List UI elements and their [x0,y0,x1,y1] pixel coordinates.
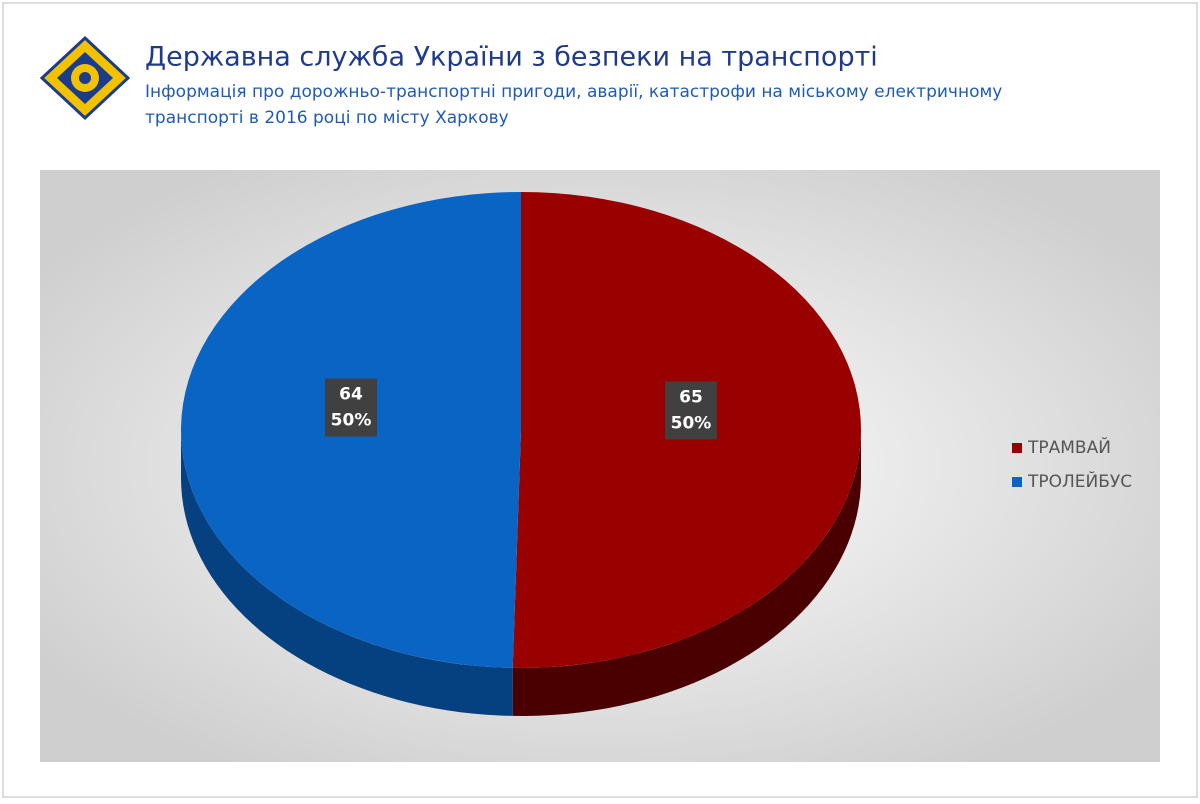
legend-label: ТРАМВАЙ [1027,436,1111,458]
data-label: 50% [331,411,372,431]
title: Державна служба України з безпеки на тра… [145,42,878,73]
data-label: 64 [339,385,363,405]
data-label-box [325,378,378,437]
data-label-box [664,381,717,440]
legend-swatch [1012,477,1022,487]
legend-swatch [1012,443,1022,453]
legend-label: ТРОЛЕЙБУС [1027,470,1132,492]
pie-chart: 65 50% 64 50% ТРАМВАЙ ТРОЛЕЙБУС [181,192,1132,716]
data-label: 65 [679,387,703,407]
slice-side [181,430,513,716]
logo [39,35,131,121]
slice-side [512,430,861,716]
subtitle: Інформація про дорожньо-транспортні приг… [145,82,1002,102]
data-label: 50% [671,413,712,433]
subtitle: транспорті в 2016 році по місту Харкову [145,108,509,128]
